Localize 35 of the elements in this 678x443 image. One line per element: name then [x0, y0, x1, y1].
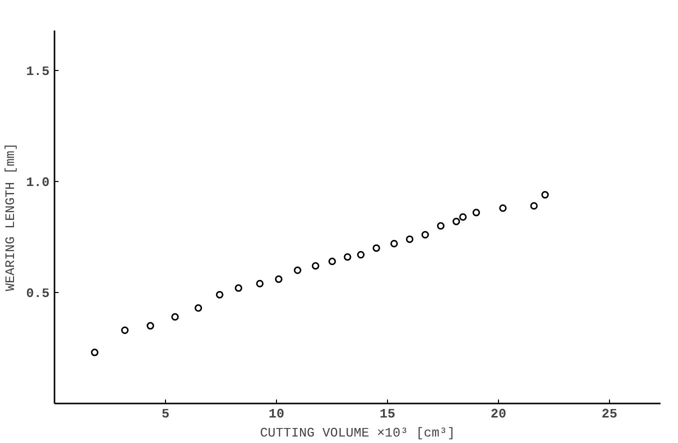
- x-axis-title: CUTTING VOLUME ×10³ [cm³]: [260, 426, 456, 440]
- y-tick-label: 1.0: [26, 174, 50, 190]
- point: [294, 266, 302, 274]
- point: [421, 231, 429, 239]
- point: [90, 348, 98, 356]
- point: [452, 218, 460, 226]
- point: [312, 262, 320, 270]
- point: [146, 322, 154, 330]
- point: [216, 290, 224, 298]
- point: [459, 213, 467, 221]
- x-tick-label: 15: [380, 406, 396, 422]
- y-axis-title: WEARING LENGTH [mm]: [3, 142, 18, 292]
- point: [328, 258, 336, 266]
- point: [256, 280, 264, 288]
- point: [436, 222, 444, 230]
- point: [472, 208, 480, 216]
- x-tick-label: 20: [490, 406, 506, 422]
- y-tick-label: 0.5: [26, 286, 50, 301]
- point: [499, 204, 507, 212]
- point: [194, 304, 202, 312]
- x-tick-label: 25: [602, 406, 618, 422]
- x-tick-label: 10: [268, 406, 284, 422]
- point: [530, 202, 538, 210]
- point: [344, 253, 352, 261]
- point: [390, 240, 398, 248]
- point: [541, 191, 549, 199]
- point: [372, 244, 380, 252]
- y-tick-label: 1.5: [26, 64, 50, 79]
- point: [357, 251, 365, 258]
- point: [121, 326, 129, 334]
- point: [274, 275, 282, 283]
- x-tick-label: 5: [162, 406, 170, 422]
- point: [234, 284, 242, 292]
- point: [171, 313, 179, 321]
- point: [406, 235, 414, 243]
